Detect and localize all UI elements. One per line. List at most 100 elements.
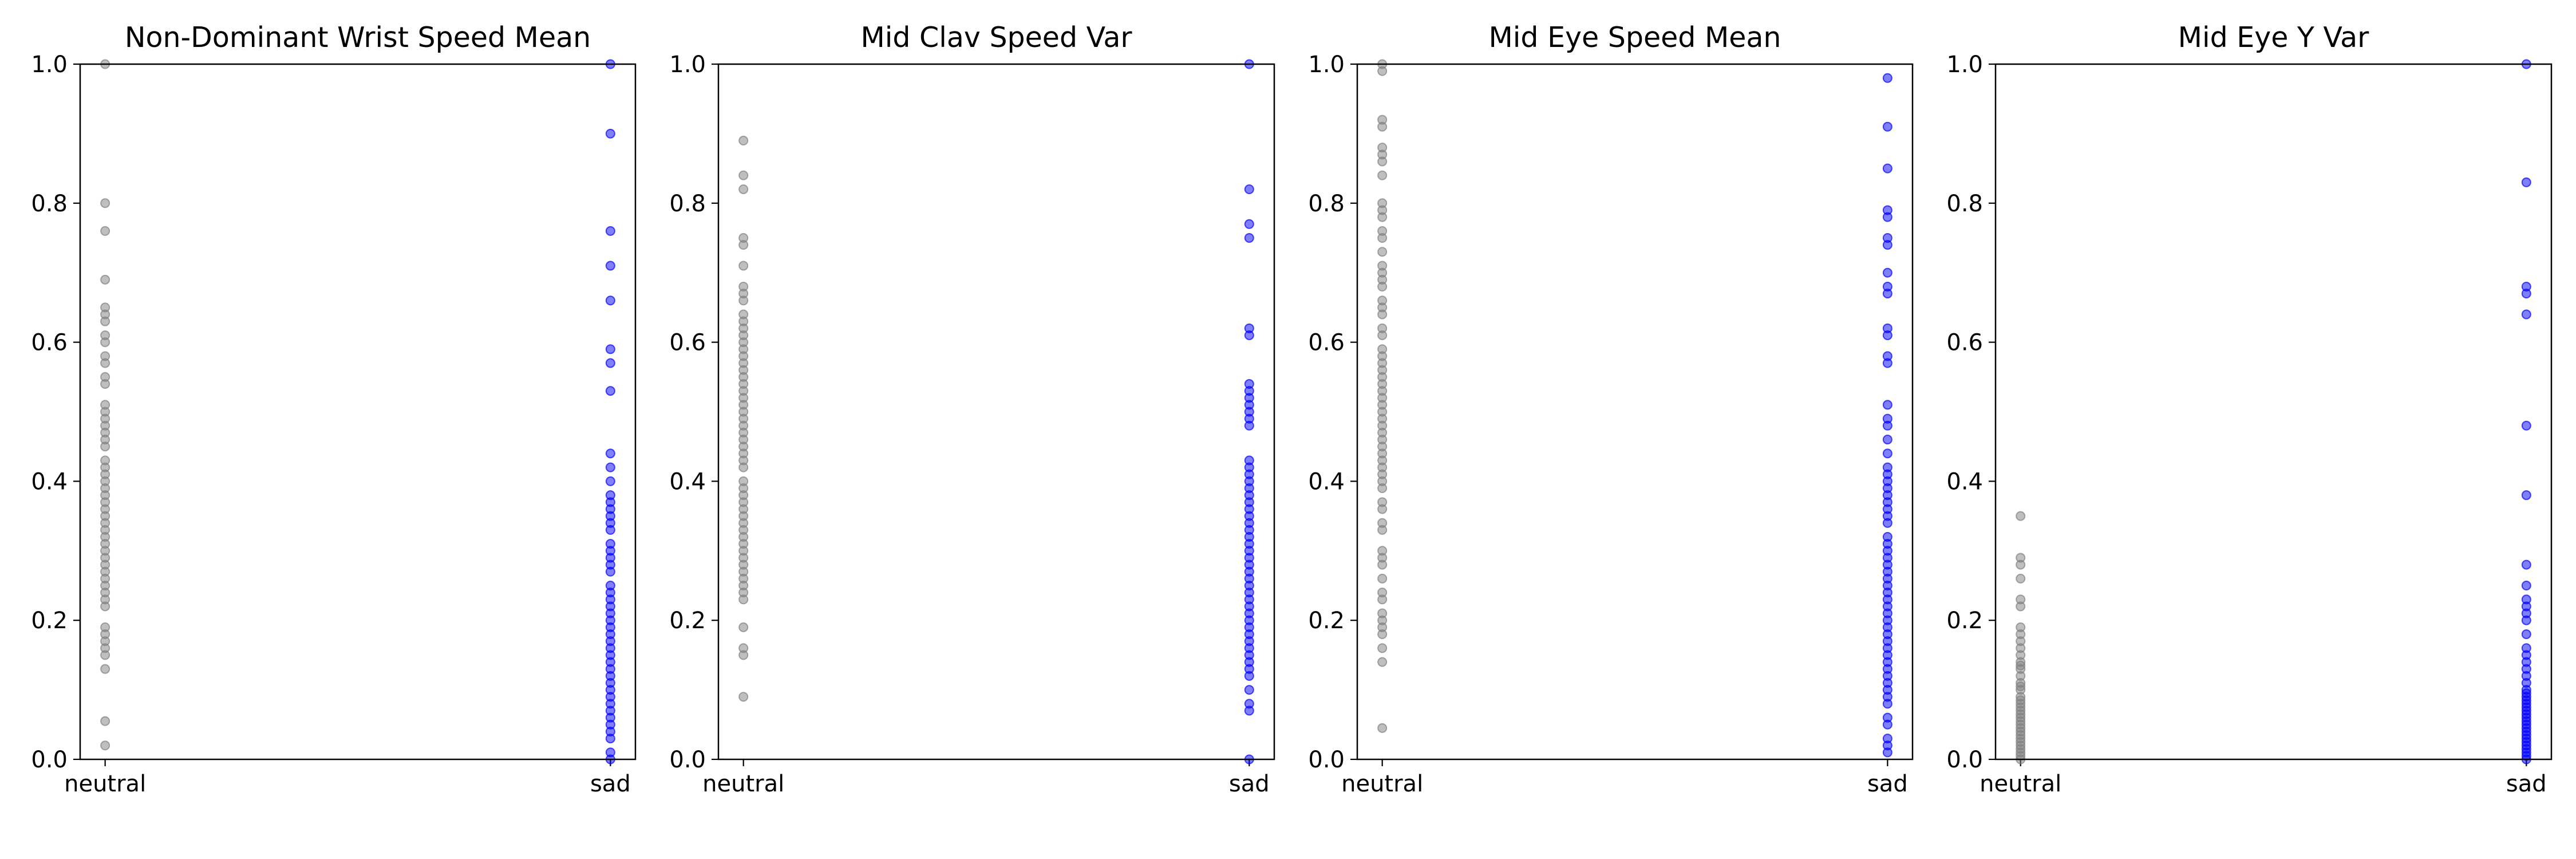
data-point-sad (1882, 699, 1893, 709)
y-tick-label: 0.0 (669, 747, 706, 773)
y-tick-label: 0.6 (669, 330, 706, 356)
data-point-neutral (738, 650, 749, 660)
data-point-neutral (1377, 723, 1388, 733)
data-point-neutral (100, 601, 110, 612)
data-point-neutral (1377, 594, 1388, 605)
data-point-sad (2521, 615, 2531, 625)
data-point-sad (2521, 490, 2531, 501)
x-tick-label: neutral (1980, 771, 2061, 797)
y-tick-label: 1.0 (1308, 52, 1345, 78)
y-tick-label: 0.8 (31, 191, 68, 217)
chart-panel-3: Mid Eye Speed Mean 0.0 0.2 0.4 0.6 0.8 1.0 neut… (1308, 21, 1914, 797)
data-point-neutral (100, 198, 110, 208)
data-point-neutral (738, 295, 749, 306)
chart-title: Non-Dominant Wrist Speed Mean (125, 21, 591, 54)
data-point-neutral (100, 716, 110, 726)
data-point-sad (1882, 747, 1893, 758)
data-point-sad (1882, 518, 1893, 528)
data-point-sad (605, 462, 615, 472)
data-point-neutral (1377, 121, 1388, 132)
y-tick-label: 0.4 (1946, 468, 1983, 495)
data-point-sad (1244, 420, 1254, 431)
data-point-neutral (738, 184, 749, 195)
data-point-neutral (738, 692, 749, 702)
data-point-neutral (1377, 66, 1388, 76)
data-point-sad (1244, 706, 1254, 716)
data-point-sad (2521, 629, 2531, 639)
data-point-neutral (100, 316, 110, 326)
data-point-neutral (100, 650, 110, 660)
plot-frame (1994, 63, 2553, 761)
y-tick-label: 0.4 (31, 468, 68, 495)
data-point-neutral (100, 226, 110, 236)
y-tick-label: 1.0 (1946, 52, 1983, 78)
data-point-sad (1244, 184, 1254, 195)
data-point-neutral (100, 358, 110, 368)
data-point-sad (605, 261, 615, 271)
data-point-neutral (2016, 601, 2026, 612)
data-point-sad (1882, 73, 1893, 83)
data-point-neutral (738, 594, 749, 605)
y-tick-label: 0.8 (1946, 191, 1983, 217)
data-point-sad (1882, 121, 1893, 132)
y-tick-label: 0.2 (31, 608, 68, 634)
data-point-sad (1244, 233, 1254, 243)
data-point-neutral (738, 240, 749, 250)
data-point-sad (1882, 267, 1893, 278)
y-tick-label: 0.2 (669, 608, 706, 634)
chart-panel-2: Mid Clav Speed Var 0.0 0.2 0.4 0.6 0.8 1.0 neut… (669, 21, 1275, 797)
chart-title: Mid Clav Speed Var (860, 21, 1132, 54)
data-point-sad (1882, 240, 1893, 250)
data-point-neutral (1377, 281, 1388, 291)
data-point-neutral (1377, 559, 1388, 570)
data-point-neutral (2016, 559, 2026, 570)
y-tick-label: 0.4 (669, 468, 706, 495)
chart-panel-4: Mid Eye Y Var 0.0 0.2 0.4 0.6 0.8 1.0 neutral sa… (1946, 21, 2553, 797)
chart-title: Mid Eye Y Var (2178, 21, 2369, 54)
y-tick-label: 1.0 (31, 52, 68, 78)
plot-frame (1356, 63, 1914, 761)
data-point-sad (605, 386, 615, 396)
data-point-sad (2521, 581, 2531, 590)
data-point-neutral (1377, 170, 1388, 180)
data-point-neutral (100, 442, 110, 452)
data-point-neutral (1377, 247, 1388, 257)
data-point-neutral (1377, 629, 1388, 639)
data-point-sad (1882, 435, 1893, 445)
x-tick-label: sad (590, 771, 631, 797)
y-tick-label: 0.6 (1308, 330, 1345, 356)
data-point-neutral (1377, 330, 1388, 340)
y-tick-label: 0.0 (1946, 747, 1983, 773)
data-point-neutral (2016, 573, 2026, 584)
x-tick-label: sad (1867, 771, 1908, 797)
data-point-neutral (1377, 504, 1388, 514)
data-point-sad (605, 566, 615, 577)
data-point-sad (605, 448, 615, 459)
data-point-sad (605, 226, 615, 236)
data-point-sad (1882, 163, 1893, 174)
data-point-neutral (1377, 573, 1388, 584)
y-tick-label: 0.0 (31, 747, 68, 773)
y-tick-label: 0.8 (669, 191, 706, 217)
data-point-neutral (1377, 657, 1388, 667)
data-point-neutral (738, 136, 749, 146)
chart-title: Mid Eye Speed Mean (1489, 21, 1781, 54)
data-point-sad (1882, 358, 1893, 368)
y-tick-label: 0.0 (1308, 747, 1345, 773)
plot-frame (717, 63, 1275, 761)
data-point-sad (605, 295, 615, 306)
data-point-neutral (1377, 525, 1388, 535)
data-point-sad (605, 358, 615, 368)
y-tick-label: 0.8 (1308, 191, 1345, 217)
data-point-neutral (738, 261, 749, 271)
data-point-sad (2521, 420, 2531, 431)
data-point-neutral (1377, 483, 1388, 494)
data-point-sad (2521, 289, 2531, 299)
y-tick-label: 1.0 (669, 52, 706, 78)
data-point-sad (605, 128, 615, 139)
data-point-neutral (100, 379, 110, 389)
data-point-sad (605, 476, 615, 486)
data-point-sad (605, 344, 615, 354)
